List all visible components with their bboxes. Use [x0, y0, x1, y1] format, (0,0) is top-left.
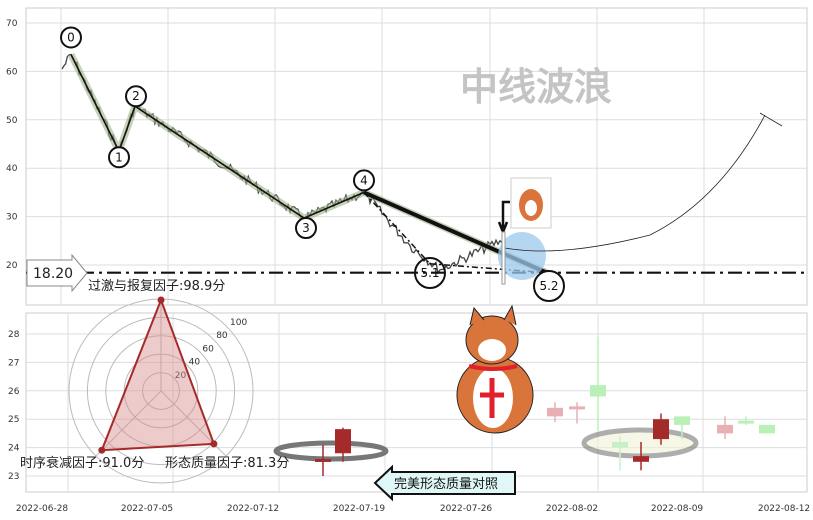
candle-body — [759, 424, 775, 434]
radar-ring-label: 80 — [216, 331, 228, 341]
highlight-ellipse — [273, 440, 389, 462]
projection-arc — [504, 114, 766, 252]
candle-body — [738, 420, 754, 424]
highlight-ellipse — [581, 427, 699, 459]
wave-point-marker — [125, 85, 147, 108]
wave-point-marker — [533, 270, 565, 302]
radar-ring-label: 60 — [202, 344, 214, 354]
support-value: 18.20 — [33, 266, 73, 282]
wave-line-5-1 — [363, 191, 431, 265]
callout-arrow[interactable]: 完美形态质量对照 — [373, 464, 516, 502]
y-tick-label: 25 — [8, 415, 19, 425]
wave-point-marker — [295, 217, 317, 240]
wave-point-label: 4 — [360, 173, 368, 187]
wave-point-marker — [108, 146, 130, 169]
candle-body — [612, 441, 628, 448]
radar-ring-label: 100 — [230, 318, 247, 328]
candle-body — [547, 407, 563, 417]
y-tick-label: 20 — [6, 261, 18, 271]
wave-point-marker — [353, 169, 375, 192]
support-label: 18.20 — [26, 253, 88, 293]
factor-text-revenge: 过激与报复因子:98.9分 — [88, 279, 225, 294]
y-tick-label: 70 — [6, 19, 18, 29]
candle-body — [717, 424, 733, 434]
callout-text: 完美形态质量对照 — [394, 477, 498, 492]
y-tick-label: 27 — [8, 358, 19, 368]
wave-point-label: 1 — [115, 150, 123, 164]
x-tick-label: 2022-07-19 — [333, 504, 386, 514]
marker-bar — [501, 231, 506, 285]
wave-panel-frame — [25, 7, 808, 306]
factor-text-shape-quality: 形态质量因子:81.3分 — [165, 456, 289, 471]
x-tick-label: 2022-07-12 — [227, 504, 279, 514]
y-tick-label: 60 — [6, 67, 18, 77]
radar-axis — [95, 390, 162, 457]
radar-vertex — [98, 446, 106, 454]
radar-ring-label: 20 — [175, 371, 187, 381]
radar-polygon — [100, 297, 216, 452]
radar-vertex — [210, 440, 218, 448]
candle-body — [653, 419, 669, 440]
x-tick-label: 2022-07-26 — [440, 504, 493, 514]
x-tick-label: 2022-08-02 — [546, 504, 598, 514]
wave-point-label: 0 — [67, 30, 75, 44]
x-tick-label: 2022-07-05 — [121, 504, 173, 514]
candle-body — [335, 429, 351, 454]
wave-point-label: 3 — [302, 221, 310, 235]
wave-point-label: 5.1 — [420, 266, 439, 280]
y-tick-label: 28 — [8, 330, 20, 340]
x-tick-label: 2022-06-28 — [16, 504, 69, 514]
radar-vertex — [157, 296, 165, 304]
dog-ears — [469, 304, 517, 326]
candle-body — [590, 385, 606, 397]
highlight-circle — [498, 232, 546, 280]
candle-body — [315, 458, 331, 462]
wave-line-5-1b — [429, 263, 548, 274]
candle-body — [569, 406, 585, 410]
watermark-text: 中线波浪 — [460, 65, 612, 109]
dog-mascot-icon — [456, 304, 534, 434]
candle-body — [633, 456, 649, 462]
wave-point-label: 5.2 — [539, 279, 558, 293]
y-tick-label: 50 — [6, 116, 18, 126]
wave-point-label: 2 — [132, 89, 140, 103]
wave-point-marker — [60, 26, 82, 49]
dog-thumbnail-chest — [525, 200, 537, 216]
y-tick-label: 40 — [6, 164, 18, 174]
candle-body — [674, 416, 690, 425]
dog-cross — [480, 378, 504, 418]
dog-muzzle — [478, 339, 506, 361]
y-tick-label: 26 — [8, 387, 20, 397]
y-tick-label: 24 — [8, 444, 20, 454]
radar-ring-label: 40 — [189, 358, 201, 368]
x-tick-label: 2022-08-09 — [651, 504, 704, 514]
wave-point-marker — [414, 257, 446, 289]
factor-text-time-decay: 时序衰减因子:91.0分 — [20, 455, 144, 471]
projection-marker — [759, 112, 783, 127]
y-tick-label: 30 — [6, 213, 18, 223]
dog-collar — [468, 364, 518, 371]
x-tick-label: 2022-08-12 — [758, 504, 810, 514]
y-tick-label: 23 — [8, 472, 19, 482]
